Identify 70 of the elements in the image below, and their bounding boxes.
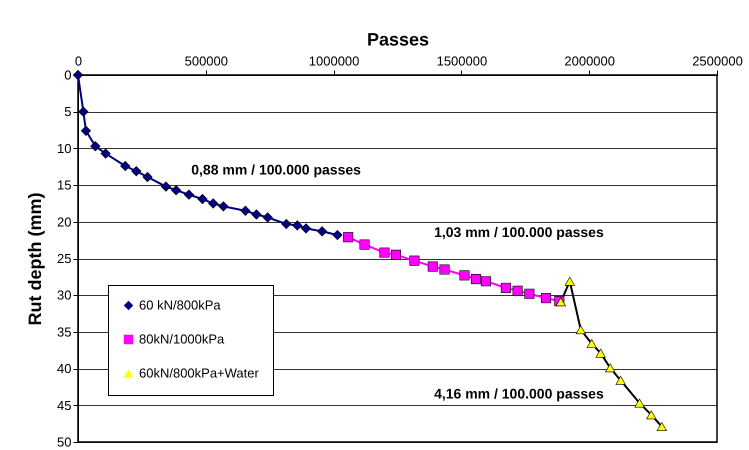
point xyxy=(262,212,273,222)
point xyxy=(218,201,228,212)
point xyxy=(300,223,312,234)
point xyxy=(379,248,390,258)
point xyxy=(281,218,292,230)
point xyxy=(470,274,482,284)
point xyxy=(251,209,262,220)
point xyxy=(459,270,470,280)
y-tick-label: 15 xyxy=(57,178,72,193)
point xyxy=(197,194,208,204)
point xyxy=(390,250,402,260)
point xyxy=(540,293,552,304)
x-tick-label: 2500000 xyxy=(692,54,743,68)
point xyxy=(656,422,667,431)
point xyxy=(240,206,250,216)
point xyxy=(120,160,130,172)
point xyxy=(160,182,171,192)
point xyxy=(634,398,645,408)
point xyxy=(208,198,218,208)
y-tick-label: 25 xyxy=(57,251,72,266)
y-tick-label: 20 xyxy=(57,214,72,230)
point xyxy=(605,363,616,372)
point xyxy=(317,226,328,236)
x-axis-title: Passes xyxy=(366,30,430,50)
y-tick-label: 45 xyxy=(57,398,72,413)
x-tick-label: 0 xyxy=(74,54,82,68)
point xyxy=(292,220,302,231)
y-tick-label: 0 xyxy=(64,68,72,82)
annotation: 4,16 mm / 100.000 passes xyxy=(434,385,604,402)
point xyxy=(171,185,182,196)
point xyxy=(586,339,597,348)
y-tick-label: 40 xyxy=(57,361,72,376)
point xyxy=(646,410,656,420)
legend-label: 80kN/1000kPa xyxy=(139,332,226,346)
point xyxy=(343,232,354,242)
y-tick-label: 30 xyxy=(57,288,72,303)
annotation: 1,03 mm / 100.000 passes xyxy=(434,224,604,240)
point xyxy=(80,126,91,136)
point xyxy=(78,106,88,117)
x-tick-label: 1500000 xyxy=(436,54,488,68)
point xyxy=(500,282,511,293)
point xyxy=(142,172,153,182)
point xyxy=(439,264,450,275)
point xyxy=(72,70,84,80)
point xyxy=(409,256,420,266)
y-tick-label: 10 xyxy=(57,140,72,156)
x-tick-label: 1000000 xyxy=(308,54,360,68)
point xyxy=(359,240,370,250)
point xyxy=(184,190,194,200)
point xyxy=(524,288,534,299)
point xyxy=(512,286,523,296)
y-tick-label: 5 xyxy=(64,104,72,120)
point xyxy=(480,276,491,286)
x-tick-label: 500000 xyxy=(184,54,228,68)
legend-label: 60kN/800kPa+Water xyxy=(139,366,260,380)
point xyxy=(428,262,438,272)
point xyxy=(576,325,586,334)
point xyxy=(596,348,606,358)
annotation: 0,88 mm / 100.000 passes xyxy=(191,161,362,178)
point xyxy=(100,148,111,159)
point xyxy=(90,141,100,152)
x-tick-label: 2000000 xyxy=(564,54,616,68)
point xyxy=(564,276,575,286)
point xyxy=(332,230,342,240)
point xyxy=(616,376,626,385)
y-axis-title: Rut depth (mm) xyxy=(25,192,46,326)
point xyxy=(131,166,142,176)
y-tick-label: 35 xyxy=(57,324,72,340)
legend-label: 60 kN/800kPa xyxy=(139,298,222,312)
y-tick-label: 50 xyxy=(57,434,72,450)
